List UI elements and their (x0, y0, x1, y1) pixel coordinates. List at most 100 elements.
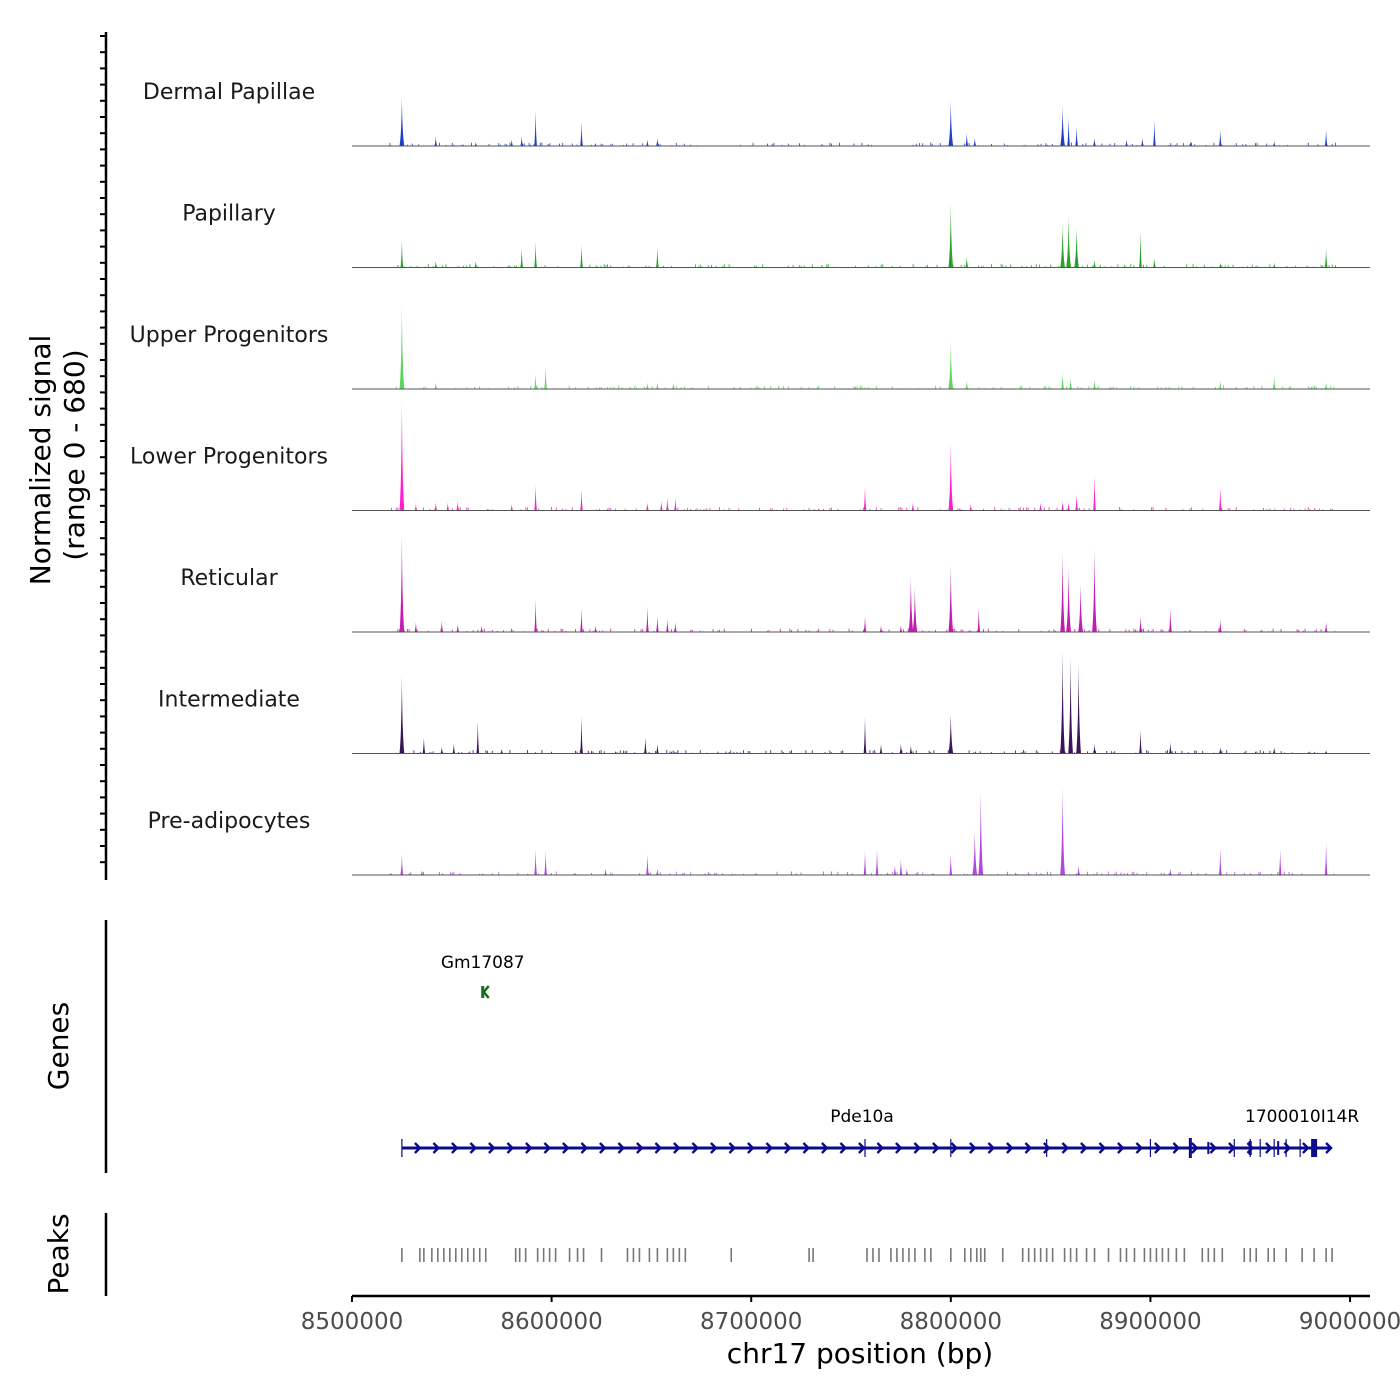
signal-peak (1078, 583, 1083, 632)
track-label: Dermal Papillae (143, 80, 315, 105)
gene-pde10a: Pde10a (401, 1107, 1333, 1158)
gene-strand-arrow (747, 1142, 755, 1154)
gene-strand-arrow (821, 1142, 829, 1154)
signal-peak (646, 502, 649, 511)
signal-peak (969, 504, 973, 511)
signal-noise (391, 507, 1336, 511)
signal-peak (879, 625, 883, 632)
signal-peak (534, 110, 537, 146)
signal-peak (1075, 494, 1078, 511)
signal-peak (863, 615, 867, 632)
signal-peak (863, 716, 867, 754)
signal-peak (1141, 137, 1144, 146)
gene-label: Gm17087 (441, 953, 525, 973)
signal-peak (510, 139, 514, 146)
signal-peak (1324, 750, 1328, 754)
gene-strand-arrow (1209, 1142, 1218, 1154)
gene-strand-arrow (432, 1142, 441, 1154)
signal-peak (1060, 650, 1065, 754)
gene-strand-arrow (1080, 1142, 1088, 1154)
signal-peak (646, 139, 649, 146)
signal-peak (672, 382, 675, 389)
signal-peak (674, 622, 677, 632)
x-tick-label: 8500000 (301, 1309, 403, 1335)
gene-strand-arrow (802, 1142, 811, 1154)
signal-peak (972, 829, 978, 875)
signal-peak (973, 137, 977, 146)
signal-peak (399, 675, 405, 754)
gene-strand-arrow (1172, 1142, 1181, 1154)
signal-peak (978, 790, 984, 875)
signal-peak (899, 858, 903, 875)
signal-peak (948, 442, 954, 511)
gene-strand-arrow (482, 985, 490, 999)
signal-peak (656, 382, 659, 389)
signal-peak (1060, 786, 1065, 875)
signal-peak (534, 599, 537, 632)
signal-peak (1324, 248, 1328, 268)
signal-peak (544, 850, 547, 875)
signal-peak (1076, 662, 1081, 754)
signal-peak (1218, 380, 1222, 389)
signal-peak (911, 502, 915, 511)
signal-peak (1324, 842, 1328, 875)
x-axis-title: chr17 position (bp) (727, 1337, 993, 1370)
signal-peak (534, 849, 537, 875)
signal-peak (544, 366, 547, 389)
signal-peak (440, 747, 444, 754)
signal-noise (397, 264, 1336, 268)
signal-peak (594, 625, 597, 632)
signal-peak (1169, 607, 1172, 632)
gene-strand-arrow (488, 1142, 496, 1154)
signal-peak (965, 133, 969, 146)
signal-peak (893, 865, 897, 875)
signal-peak (656, 615, 659, 632)
signal-peak (1218, 486, 1222, 511)
track-label: Pre-adipocytes (148, 809, 311, 834)
gene-strand-arrow (1302, 1142, 1310, 1154)
signal-peak (948, 202, 954, 268)
x-axis: 8500000 8600000 8700000 8800000 8900000 90000… (301, 1294, 1400, 1335)
track-label: Reticular (180, 566, 278, 591)
signal-peak (434, 136, 438, 146)
signal-noise (389, 871, 1335, 875)
signal-noise (395, 750, 1324, 754)
signal-peak (1067, 502, 1070, 511)
gene-strand-arrow (950, 1142, 959, 1154)
signal-peak (1218, 847, 1222, 875)
signal-peak (456, 500, 460, 511)
signal-peak (879, 743, 883, 754)
signal-peak (1093, 743, 1096, 754)
gene-strand-arrow (987, 1142, 996, 1154)
gene-strand-arrow (580, 1142, 589, 1154)
signal-peak (1324, 622, 1328, 632)
gene-strand-arrow (858, 1142, 866, 1154)
gene-exon (1311, 1139, 1318, 1157)
signal-peak (399, 304, 405, 389)
signal-peak (1061, 372, 1064, 389)
signal-y-axis-title: Normalized signal (24, 335, 57, 586)
x-tick-label: 8600000 (500, 1309, 602, 1335)
signal-peak (520, 248, 524, 268)
signal-peak (1139, 230, 1142, 268)
signal-peak (456, 623, 460, 632)
gene-strand-arrow (895, 1142, 903, 1154)
gene-strand-arrow (451, 1142, 459, 1154)
signal-peak (666, 497, 669, 511)
gene-strand-arrow (876, 1142, 885, 1154)
gene-strand-arrow (969, 1142, 977, 1154)
signal-peak (1067, 116, 1070, 146)
gene-strand-arrow (1117, 1142, 1125, 1154)
track-label: Papillary (182, 202, 276, 227)
signal-peak (1324, 129, 1328, 146)
signal-y-axis-range: (range 0 - 680) (58, 349, 91, 560)
signal-peak (580, 716, 583, 754)
gene-exon (1188, 1138, 1192, 1158)
signal-peak (1218, 262, 1222, 268)
signal-peak (604, 868, 607, 875)
signal-peak (520, 136, 524, 146)
signal-peak (1069, 377, 1072, 389)
signal-peak (440, 620, 444, 632)
signal-peak (666, 619, 669, 632)
gene-strand-arrow (636, 1142, 644, 1154)
